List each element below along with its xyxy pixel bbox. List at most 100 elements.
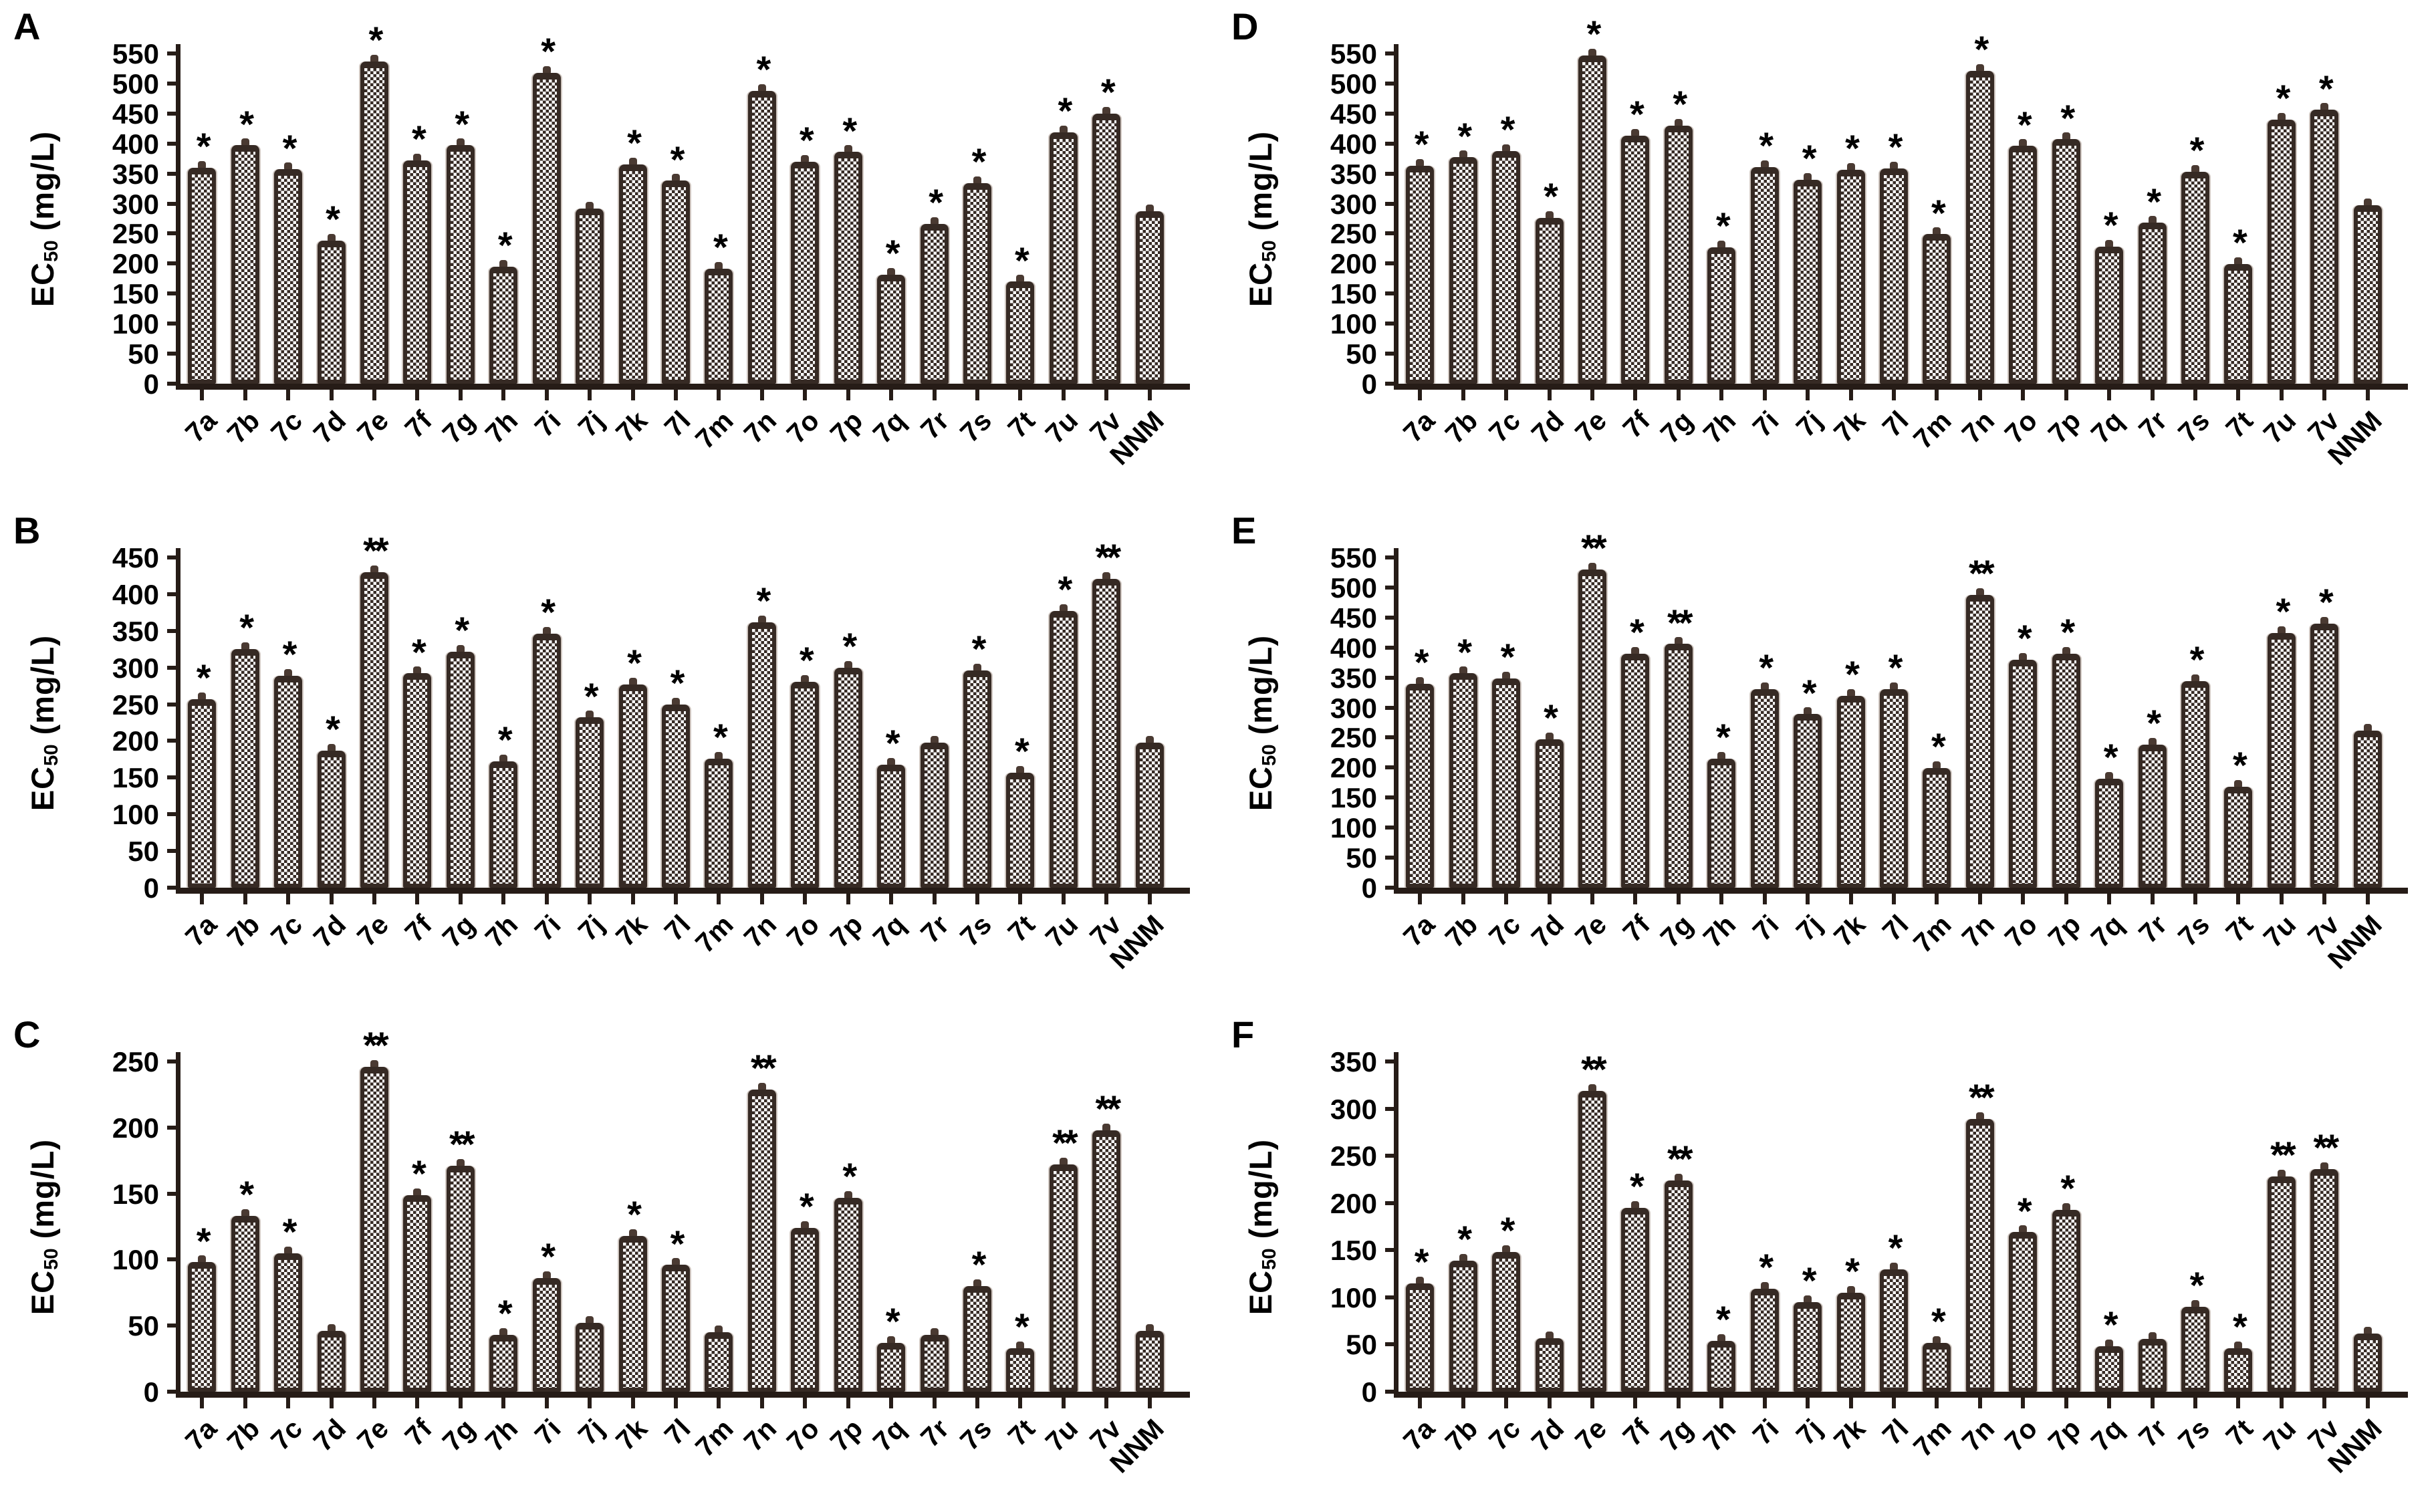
bar-slot-7a: * 7a bbox=[179, 53, 223, 449]
significance-marker-7e: ** bbox=[1581, 1047, 1607, 1090]
bar-slot-7p: * 7p bbox=[824, 557, 870, 954]
y-tick-label: 350 bbox=[112, 158, 159, 190]
panel-letter-c: C bbox=[13, 1013, 41, 1055]
panel-a: A EC50 (mg/L) 0 50 100 150 200 250 300 350 400 450 5… bbox=[0, 0, 1218, 504]
error-bar-cap bbox=[887, 1336, 896, 1345]
y-axis-title-box: EC50 (mg/L) bbox=[1230, 557, 1292, 888]
bar-7o bbox=[2009, 1232, 2038, 1392]
significance-marker-7t: * bbox=[2233, 744, 2247, 787]
x-tick-mark bbox=[932, 894, 937, 904]
bar-slot-7b: * 7b bbox=[221, 557, 266, 953]
bar-NNM bbox=[1135, 742, 1164, 888]
y-tick-label: 300 bbox=[112, 188, 159, 220]
significance-marker-7p: * bbox=[2060, 1166, 2075, 1209]
x-tick-mark bbox=[544, 390, 549, 400]
x-tick-mark bbox=[1590, 390, 1594, 400]
x-category-label-7m: 7m bbox=[689, 404, 739, 455]
bar-slot-7r: 7r bbox=[912, 1061, 955, 1453]
significance-marker-7f: * bbox=[1629, 93, 1645, 136]
y-tick-mark bbox=[167, 665, 180, 670]
error-bar-cap bbox=[1760, 160, 1769, 169]
error-bar-cap bbox=[1631, 129, 1640, 138]
error-bar-cap bbox=[1717, 1334, 1726, 1343]
x-category-label-7j: 7j bbox=[572, 908, 610, 947]
x-category-label-7t: 7t bbox=[1001, 908, 1041, 949]
x-category-label-7l: 7l bbox=[1876, 404, 1915, 443]
bar-slot-7n: ** 7n bbox=[738, 1049, 783, 1457]
bar-slot-7v: * 7v bbox=[2302, 53, 2346, 448]
x-tick-mark bbox=[329, 390, 334, 400]
x-tick-mark bbox=[372, 894, 376, 904]
x-category-label-7l: 7l bbox=[658, 404, 697, 443]
x-tick-mark bbox=[975, 390, 980, 400]
bar-7j bbox=[1794, 714, 1822, 888]
x-tick-mark bbox=[1762, 390, 1767, 400]
x-category-label-7e: 7e bbox=[1569, 404, 1613, 449]
x-category-label-7l: 7l bbox=[1876, 1412, 1915, 1451]
x-tick-mark bbox=[501, 390, 506, 400]
y-axis-title: EC50 (mg/L) bbox=[1243, 130, 1281, 306]
bar-slot-NNM: NNM bbox=[1104, 53, 1171, 471]
bar-slot-7l: * 7l bbox=[654, 1061, 697, 1451]
bar-7r bbox=[2138, 1338, 2167, 1392]
x-category-label-7o: 7o bbox=[1999, 404, 2044, 450]
bar-7b bbox=[1449, 1260, 1477, 1392]
error-bar-cap bbox=[844, 660, 852, 670]
bar-7m bbox=[1923, 1342, 1951, 1392]
y-tick-mark bbox=[1385, 261, 1398, 266]
bar-slot-7u: ** 7u bbox=[2258, 1061, 2303, 1457]
error-bar-cap bbox=[628, 1229, 637, 1238]
error-bar-cap bbox=[2191, 674, 2200, 684]
error-bar-cap bbox=[1102, 572, 1111, 581]
x-category-label-7c: 7c bbox=[265, 1412, 309, 1457]
significance-marker-7o: * bbox=[2017, 1189, 2032, 1232]
y-tick-mark bbox=[167, 812, 180, 817]
x-tick-mark bbox=[1935, 390, 1939, 400]
y-axis-title-prefix: EC bbox=[1243, 1269, 1279, 1315]
significance-marker-7r: * bbox=[929, 181, 943, 224]
bar-7g bbox=[1664, 1180, 1693, 1392]
y-tick-label: 0 bbox=[143, 1376, 159, 1408]
error-bar-cap bbox=[456, 1159, 465, 1168]
error-bar-cap bbox=[2019, 1225, 2028, 1235]
y-tick-label: 350 bbox=[1330, 662, 1377, 694]
error-bar-cap bbox=[1416, 158, 1425, 168]
plot-area-c: 0 50 100 150 200 250 * 7a * 7b * 7c 7d ** 7e * 7f ** 7g * 7h… bbox=[112, 1027, 1190, 1479]
bar-7v bbox=[1092, 578, 1121, 888]
bar-7b bbox=[231, 145, 259, 384]
x-tick-mark bbox=[1719, 1398, 1724, 1408]
error-bar-cap bbox=[1975, 588, 1984, 597]
bar-slot-7g: ** 7g bbox=[437, 1061, 482, 1457]
error-bar-cap bbox=[456, 138, 465, 148]
bar-7m bbox=[1923, 234, 1951, 384]
y-tick-mark bbox=[167, 111, 180, 116]
y-tick-mark bbox=[167, 775, 180, 780]
error-bar-cap bbox=[715, 751, 723, 761]
x-tick-mark bbox=[2279, 390, 2284, 400]
x-tick-mark bbox=[630, 894, 635, 904]
y-tick-mark bbox=[1385, 856, 1398, 860]
significance-marker-7t: * bbox=[1015, 1305, 1029, 1348]
x-tick-mark bbox=[1418, 1398, 1423, 1408]
error-bar-cap bbox=[2234, 257, 2243, 267]
error-bar-cap bbox=[2363, 1326, 2372, 1336]
significance-marker-7h: * bbox=[1715, 1298, 1731, 1340]
x-category-label-7b: 7b bbox=[221, 908, 266, 954]
significance-marker-7k: * bbox=[627, 122, 642, 164]
bar-7a bbox=[1406, 683, 1435, 888]
x-tick-mark bbox=[1061, 1398, 1066, 1408]
significance-marker-7e: * bbox=[1586, 12, 1602, 55]
error-bar-cap bbox=[1145, 735, 1154, 745]
y-tick-mark bbox=[1385, 645, 1398, 650]
x-category-label-7p: 7p bbox=[824, 908, 869, 954]
bar-7d bbox=[317, 750, 346, 888]
x-tick-mark bbox=[1806, 390, 1810, 400]
bar-slot-7q: * 7q bbox=[2085, 53, 2130, 449]
bar-slot-7c: * 7c bbox=[265, 1061, 310, 1456]
error-bar-cap bbox=[671, 174, 680, 183]
bar-slot-7o: * 7o bbox=[1999, 1061, 2044, 1457]
bar-slot-7i: * 7i bbox=[1743, 53, 1786, 443]
bar-slot-7n: * 7n bbox=[738, 51, 783, 450]
panel-e: E EC50 (mg/L) 0 50 100 150 200 250 300 350 400 450 5… bbox=[1218, 504, 2436, 1008]
y-tick-label: 250 bbox=[1330, 218, 1377, 250]
